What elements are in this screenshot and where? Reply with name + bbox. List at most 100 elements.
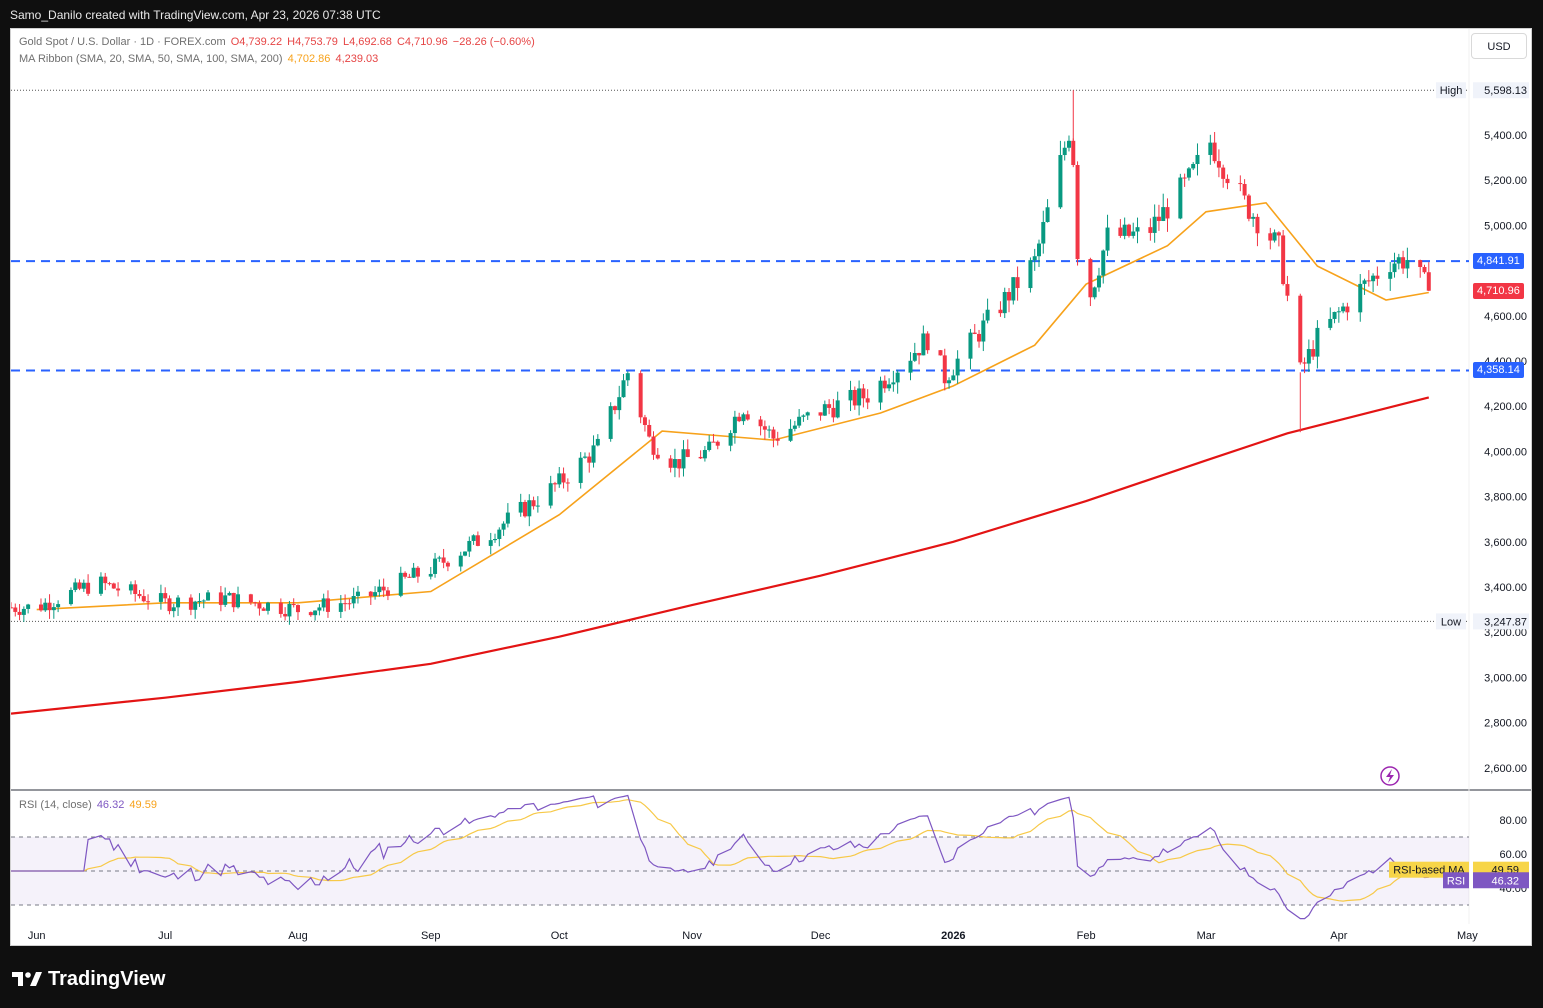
candle-body bbox=[1041, 222, 1046, 244]
candle-body bbox=[1268, 233, 1273, 241]
candle-body bbox=[1045, 207, 1050, 223]
candle bbox=[223, 587, 228, 607]
symbol-label[interactable]: Gold Spot / U.S. Dollar · 1D · FOREX.com bbox=[19, 36, 226, 48]
candle bbox=[921, 325, 926, 356]
candle bbox=[445, 561, 450, 572]
candle-body bbox=[463, 551, 468, 556]
candle-body bbox=[1401, 257, 1406, 269]
candle-body bbox=[1362, 280, 1367, 284]
candle bbox=[441, 548, 446, 569]
candle-body bbox=[1191, 164, 1196, 169]
candle bbox=[158, 584, 163, 610]
candle bbox=[938, 349, 943, 356]
currency-button[interactable]: USD bbox=[1471, 33, 1527, 59]
candle-body bbox=[835, 400, 840, 418]
candle bbox=[827, 399, 832, 415]
candle-body bbox=[651, 436, 656, 455]
candle bbox=[805, 411, 810, 420]
ma-ribbon-label[interactable]: MA Ribbon (SMA, 20, SMA, 50, SMA, 100, S… bbox=[19, 53, 283, 65]
tradingview-logo[interactable]: TradingView bbox=[12, 964, 165, 994]
candle bbox=[21, 606, 26, 622]
candle-body bbox=[1002, 292, 1007, 314]
time-axis-label: Dec bbox=[811, 930, 831, 942]
candle bbox=[1332, 311, 1337, 324]
candle bbox=[582, 452, 587, 459]
candle-body bbox=[248, 594, 253, 603]
candle-body bbox=[1092, 287, 1097, 298]
candle bbox=[68, 587, 73, 606]
low-marker-label: Low bbox=[1441, 616, 1461, 628]
candle-body bbox=[1058, 155, 1063, 208]
alerts-icon bbox=[1380, 766, 1400, 786]
candle-body bbox=[231, 592, 236, 608]
candle-body bbox=[368, 591, 373, 597]
candle-body bbox=[647, 424, 652, 437]
candle bbox=[146, 594, 151, 610]
candle-body bbox=[998, 309, 1003, 314]
candle bbox=[218, 585, 223, 612]
candle bbox=[1375, 266, 1380, 286]
candle bbox=[1246, 193, 1251, 222]
candle bbox=[1122, 217, 1127, 240]
close-value: C4,710.96 bbox=[396, 36, 448, 48]
candle-body bbox=[951, 375, 956, 381]
candle bbox=[505, 503, 510, 528]
candle-body bbox=[1272, 232, 1277, 241]
candle-body bbox=[475, 535, 480, 546]
candle bbox=[1152, 204, 1157, 243]
candles-group bbox=[11, 132, 1431, 625]
candle bbox=[493, 533, 498, 543]
candle bbox=[128, 581, 133, 595]
candle bbox=[715, 440, 720, 450]
candle-body bbox=[295, 605, 300, 613]
rsi-label[interactable]: RSI (14, close) bbox=[19, 799, 92, 811]
candle-body bbox=[1255, 216, 1260, 234]
sma-20-line bbox=[36, 201, 1429, 611]
chart-frame[interactable]: 5,400.005,200.005,000.004,600.004,400.00… bbox=[10, 28, 1532, 946]
candle-body bbox=[1216, 161, 1221, 168]
price-tick-label: 4,600.00 bbox=[1484, 311, 1527, 323]
candle bbox=[523, 499, 527, 518]
time-axis-label: Jul bbox=[158, 930, 172, 942]
candle bbox=[762, 420, 767, 440]
candle-body bbox=[373, 592, 378, 597]
ma-slow-value: 4,239.03 bbox=[335, 53, 379, 65]
candle bbox=[557, 466, 562, 488]
candle-body bbox=[565, 482, 570, 484]
candle-body bbox=[1182, 177, 1187, 179]
candle-body bbox=[253, 602, 258, 604]
candle bbox=[1268, 227, 1273, 250]
candle bbox=[351, 587, 356, 609]
candle bbox=[1366, 270, 1371, 287]
candle bbox=[51, 603, 56, 619]
candle-body bbox=[471, 535, 476, 541]
candle bbox=[1045, 199, 1050, 223]
candle-body bbox=[1105, 227, 1110, 251]
candle bbox=[972, 324, 977, 335]
candle-body bbox=[1148, 227, 1153, 233]
candle bbox=[1178, 173, 1183, 220]
candle bbox=[887, 378, 892, 392]
candle-body bbox=[1156, 216, 1161, 221]
candle-body bbox=[985, 309, 990, 321]
alerts-icon-bolt bbox=[1386, 769, 1394, 783]
candle-body bbox=[775, 438, 780, 441]
candle-body bbox=[921, 333, 926, 356]
last-price-tag: 4,710.96 bbox=[1473, 282, 1524, 299]
candle bbox=[788, 419, 793, 442]
candle bbox=[201, 599, 206, 609]
candle bbox=[1032, 248, 1037, 271]
candle bbox=[343, 594, 348, 612]
candle-body bbox=[1315, 327, 1320, 357]
high-marker-label-bg bbox=[1436, 82, 1466, 99]
rsi-band bbox=[11, 836, 1469, 906]
chart-canvas[interactable]: 5,400.005,200.005,000.004,600.004,400.00… bbox=[11, 29, 1532, 946]
candle-body bbox=[1195, 154, 1200, 165]
candle-body bbox=[1225, 178, 1230, 184]
tradingview-logo-icon bbox=[12, 972, 42, 986]
candle bbox=[236, 586, 241, 609]
candle-body bbox=[865, 398, 870, 403]
candle-body bbox=[497, 529, 502, 539]
candle bbox=[548, 475, 553, 509]
candle bbox=[86, 574, 91, 596]
